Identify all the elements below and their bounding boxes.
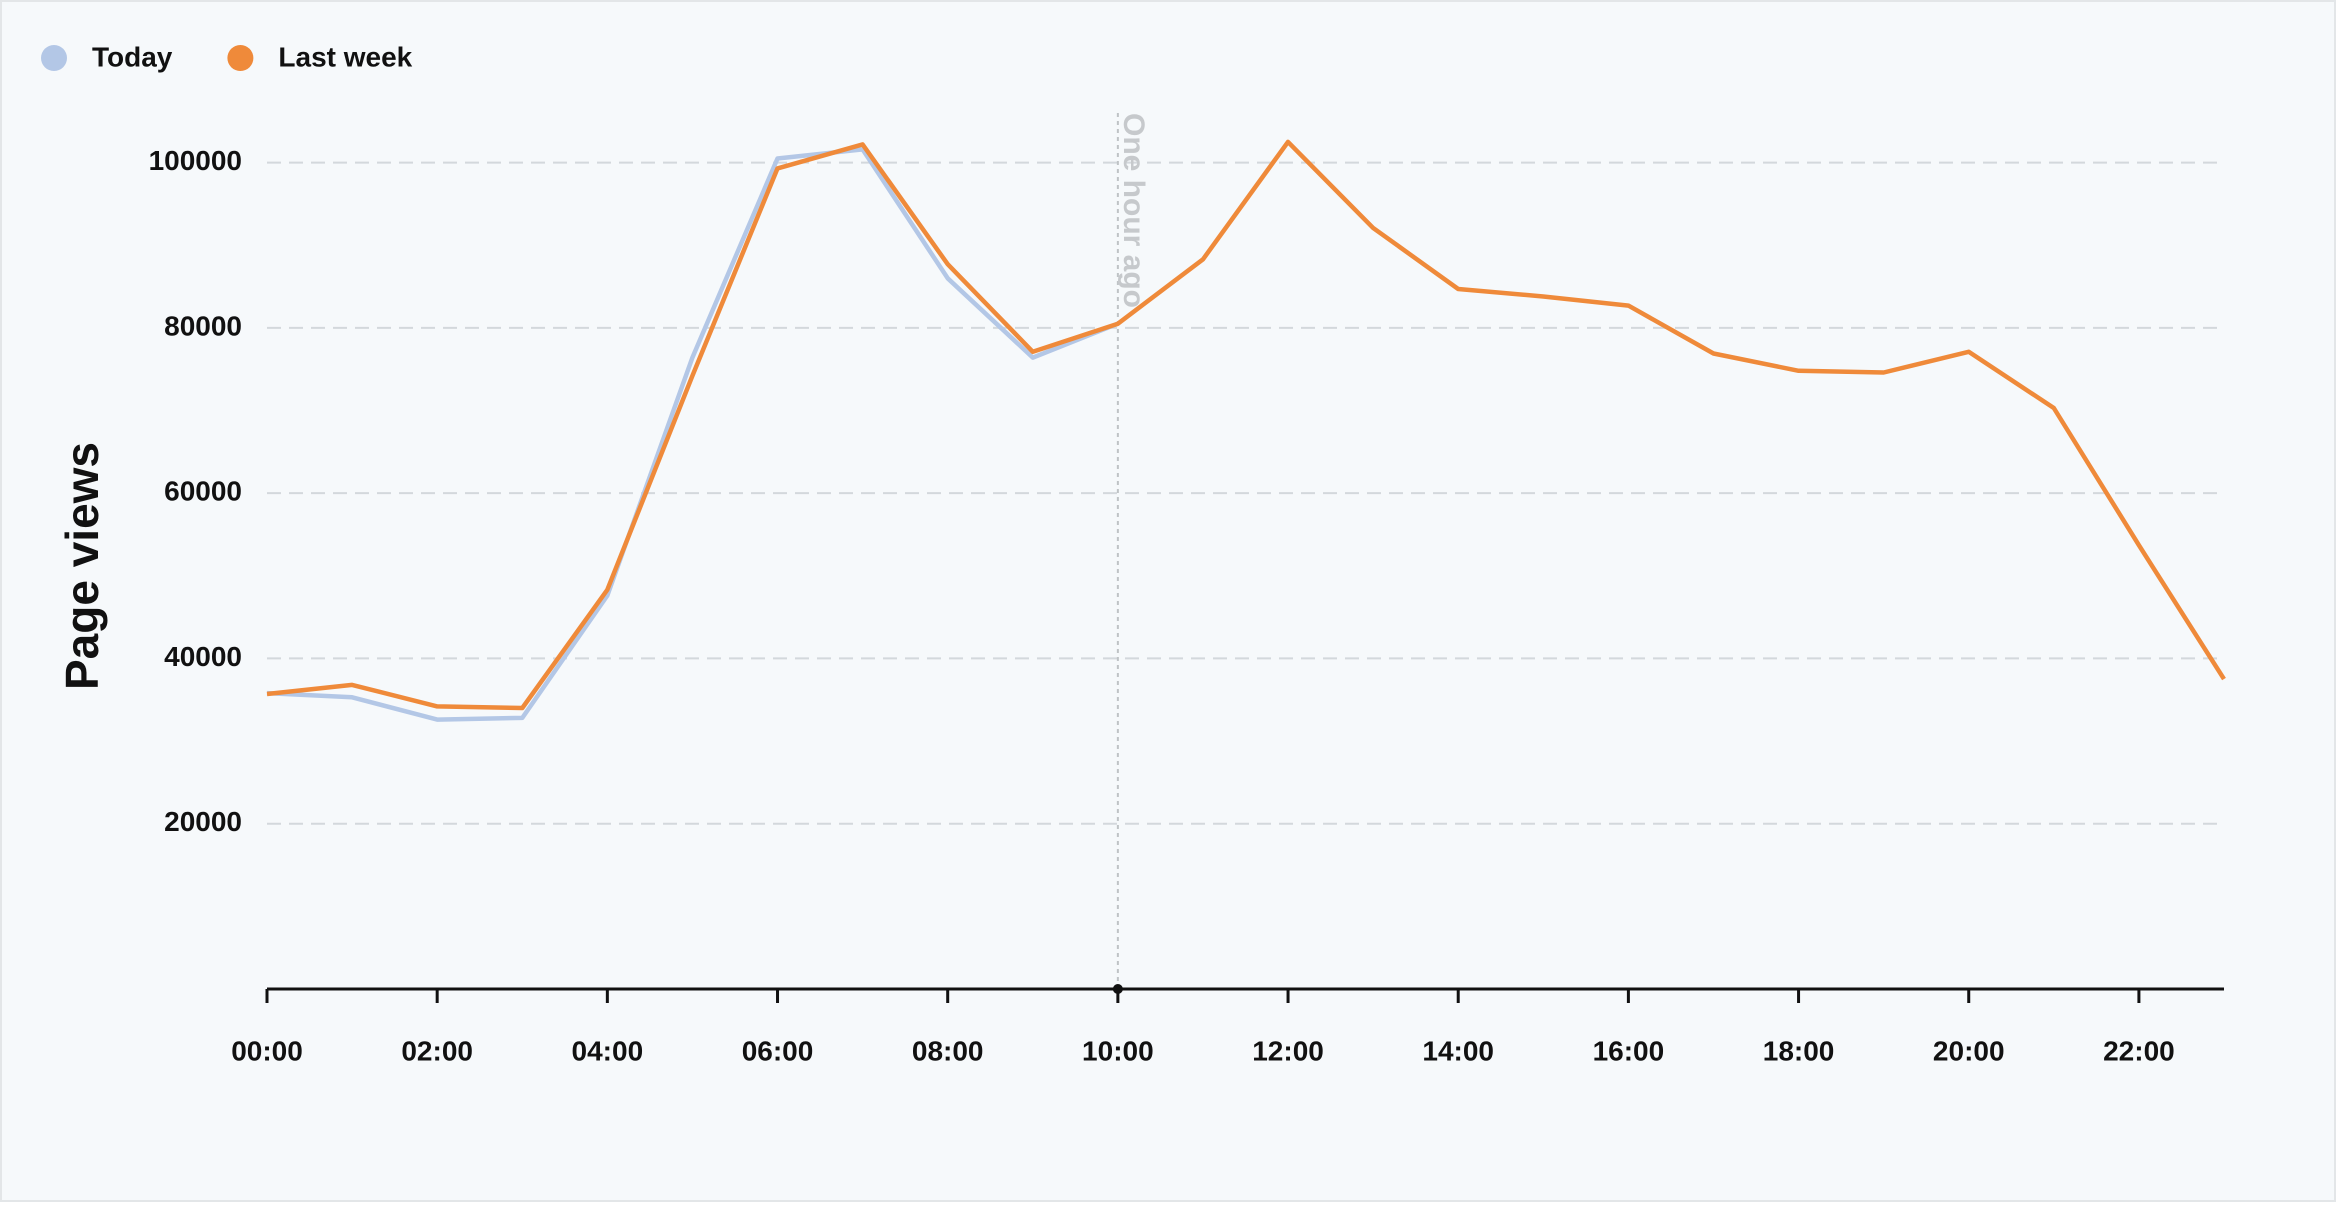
annotation-dot: [1112, 984, 1123, 994]
x-tick-label: 08:00: [912, 1035, 984, 1066]
x-tick-label: 04:00: [572, 1035, 644, 1066]
series-line: [266, 139, 2226, 711]
y-axis-title: Page views: [56, 442, 108, 690]
x-tick-label: 00:00: [231, 1035, 303, 1066]
y-tick-label: 60000: [164, 476, 242, 507]
x-tick-label: 22:00: [2103, 1035, 2175, 1066]
x-tick-label: 14:00: [1422, 1035, 1494, 1066]
y-tick-label: 40000: [164, 641, 242, 672]
x-tick-label: 20:00: [1933, 1035, 2005, 1066]
annotation-label: One hour ago: [1117, 113, 1150, 308]
legend-marker: [227, 45, 254, 71]
x-tick-label: 06:00: [742, 1035, 814, 1066]
legend-marker: [41, 45, 67, 71]
x-tick-label: 12:00: [1252, 1035, 1324, 1066]
x-tick-label: 10:00: [1082, 1035, 1154, 1066]
series-line: [266, 147, 1119, 722]
legend-label: Today: [92, 41, 173, 72]
x-tick-label: 16:00: [1593, 1035, 1665, 1066]
x-tick-label: 18:00: [1763, 1035, 1835, 1066]
x-tick-label: 02:00: [401, 1035, 473, 1066]
y-tick-label: 100000: [149, 145, 242, 176]
y-tick-label: 80000: [164, 310, 242, 341]
y-tick-label: 20000: [164, 806, 242, 837]
legend-label: Last week: [278, 41, 412, 72]
